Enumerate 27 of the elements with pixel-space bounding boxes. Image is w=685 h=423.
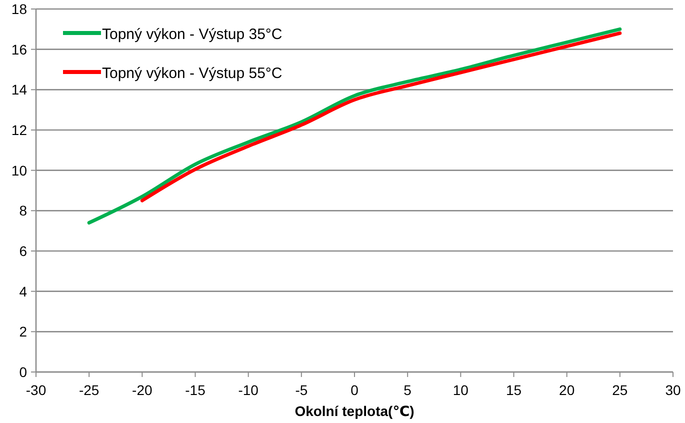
- x-tick-label: -20: [132, 382, 152, 398]
- x-tick-label: 30: [665, 382, 681, 398]
- x-tick-label: -10: [238, 382, 259, 398]
- y-tick-label: 10: [11, 162, 28, 178]
- y-tick-label: 6: [19, 243, 28, 259]
- x-tick-label: -30: [26, 382, 46, 398]
- x-tick-label: 0: [350, 382, 359, 398]
- x-axis-title: Okolní teplota(℃): [294, 403, 414, 419]
- x-tick-label: -15: [185, 382, 206, 398]
- x-tick-label: 20: [559, 382, 575, 398]
- x-tick-label: 15: [506, 382, 522, 398]
- y-tick-label: 8: [19, 202, 28, 219]
- y-tick-label: 14: [11, 82, 28, 98]
- x-tick-label: -25: [78, 382, 100, 398]
- legend-label: Topný výkon - Výstup 35°C: [102, 26, 282, 43]
- legend-label: Topný výkon - Výstup 55°C: [102, 65, 282, 82]
- y-tick-label: 2: [19, 324, 28, 340]
- y-tick-label: 12: [11, 122, 28, 138]
- x-tick-label: 10: [452, 382, 469, 398]
- line-series: [87, 27, 622, 225]
- x-tick-label: 25: [612, 382, 628, 398]
- x-tick-label: -5: [295, 382, 308, 398]
- x-tick-label: 5: [404, 382, 412, 398]
- y-tick-label: 4: [19, 283, 28, 300]
- y-tick-label: 18: [11, 1, 28, 17]
- y-tick-label: 0: [19, 364, 28, 380]
- y-tick-label: 16: [11, 41, 28, 58]
